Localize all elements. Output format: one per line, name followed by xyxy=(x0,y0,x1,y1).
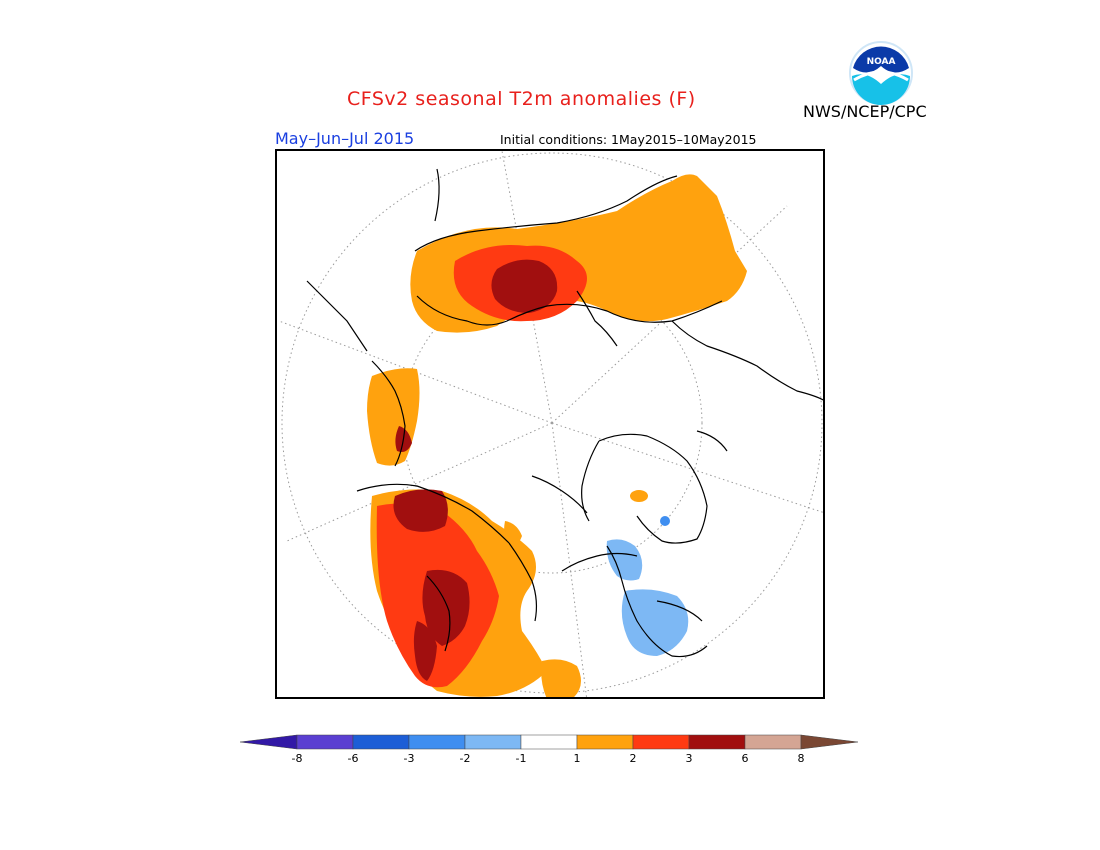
color-legend xyxy=(239,732,862,756)
legend-bin xyxy=(520,734,578,750)
anomaly-alaska-1to2 xyxy=(367,368,420,466)
meridian xyxy=(551,422,588,697)
forecast-period: May–Jun–Jul 2015 xyxy=(275,129,415,148)
legend-tick-label: -1 xyxy=(515,752,527,765)
noaa-logo: NOAA xyxy=(848,40,914,106)
anomaly-greenland-cool xyxy=(606,539,643,581)
anomaly-scandinavia-cool xyxy=(621,589,689,656)
coastlines xyxy=(306,168,823,658)
map-svg xyxy=(278,151,823,697)
anomaly-namerica-3to6-south xyxy=(422,569,470,646)
anomaly-eurasia-3to6 xyxy=(491,259,558,313)
legend-bin xyxy=(744,734,802,750)
anomaly-greenland-cool-dot xyxy=(660,516,670,526)
meridian xyxy=(551,205,788,424)
anomaly-eurasia-1to2 xyxy=(410,174,747,333)
anomaly-namerica-3to6-north xyxy=(393,489,448,532)
legend-tick-label: -6 xyxy=(347,752,359,765)
agency-label: NWS/NCEP/CPC xyxy=(803,102,927,121)
initial-conditions: Initial conditions: 1May2015–10May2015 xyxy=(500,132,757,147)
logo-text: NOAA xyxy=(867,57,896,67)
legend-bin xyxy=(352,734,410,750)
anomaly-arctic-archipelago-1to2 xyxy=(504,521,522,547)
legend-tick-label: 6 xyxy=(741,752,749,765)
legend-bin-max-arrow xyxy=(800,734,859,750)
colorbar-svg xyxy=(239,734,859,750)
legend-bin xyxy=(408,734,466,750)
legend-tick-label: -3 xyxy=(403,752,415,765)
legend-tick-label: 3 xyxy=(685,752,693,765)
meridian xyxy=(501,151,553,424)
legend-tick-label: 1 xyxy=(573,752,581,765)
legend-bin xyxy=(632,734,690,750)
map-title: CFSv2 seasonal T2m anomalies (F) xyxy=(347,88,696,110)
legend-bin xyxy=(688,734,746,750)
anomaly-greenland-1to2 xyxy=(630,490,648,502)
legend-bin xyxy=(576,734,634,750)
legend-tick-label: -2 xyxy=(459,752,471,765)
legend-bin xyxy=(296,734,354,750)
polar-map xyxy=(275,149,825,699)
legend-tick-label: 2 xyxy=(629,752,637,765)
anomaly-europe-1to2 xyxy=(541,659,581,697)
meridian xyxy=(286,422,553,542)
legend-bin xyxy=(464,734,522,750)
meridian xyxy=(551,422,823,513)
legend-tick-label: 8 xyxy=(797,752,805,765)
legend-bin-min-arrow xyxy=(239,734,298,750)
anomaly-namerica-3to6-coast xyxy=(413,621,437,681)
legend-tick-label: -8 xyxy=(291,752,303,765)
